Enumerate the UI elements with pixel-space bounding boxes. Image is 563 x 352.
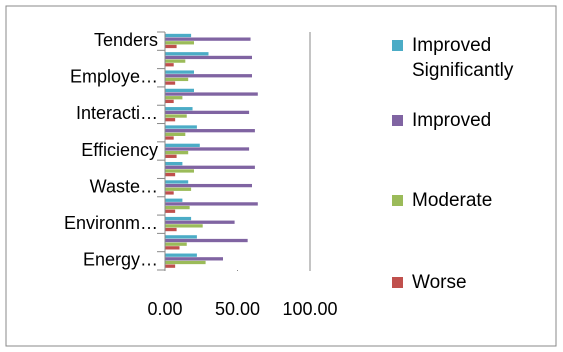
bar xyxy=(165,216,192,221)
bar xyxy=(165,99,174,104)
bar xyxy=(165,264,176,268)
bar xyxy=(165,235,197,239)
y-tick-label: Energy… xyxy=(83,250,158,270)
bar xyxy=(165,41,194,45)
bar xyxy=(165,209,176,213)
x-tick-label: 100.00 xyxy=(282,299,337,319)
bar xyxy=(165,183,252,188)
y-tick-label: Waste… xyxy=(90,176,158,196)
bar xyxy=(165,147,250,151)
bar xyxy=(165,70,194,74)
bar xyxy=(165,88,194,93)
bar xyxy=(165,33,192,38)
bar xyxy=(165,52,209,56)
bar xyxy=(165,74,252,78)
bar xyxy=(165,129,255,133)
legend-swatch xyxy=(392,277,403,288)
legend-swatch xyxy=(392,40,403,51)
bar xyxy=(165,165,255,169)
legend-swatch xyxy=(392,195,403,206)
y-tick-label: Efficiency xyxy=(81,140,158,160)
y-tick-label: Interacti… xyxy=(76,103,158,123)
bar xyxy=(165,143,200,147)
bar xyxy=(165,191,174,195)
bar xyxy=(165,114,187,118)
bar xyxy=(165,92,258,96)
bar xyxy=(165,172,176,177)
y-tick-label: Employe… xyxy=(70,67,158,87)
bar xyxy=(165,260,206,265)
bar xyxy=(165,253,197,257)
legend-label: Worse xyxy=(412,272,467,293)
bar xyxy=(165,118,176,122)
bar xyxy=(165,242,187,246)
bar xyxy=(165,154,177,158)
bar xyxy=(165,110,250,115)
legend-label: Improved xyxy=(412,110,492,131)
bar xyxy=(165,169,194,173)
bar xyxy=(165,227,177,232)
bar xyxy=(165,202,258,206)
bar xyxy=(165,77,189,82)
bar xyxy=(165,44,177,49)
legend-swatch xyxy=(392,115,403,126)
y-tick-label: Environm… xyxy=(64,213,158,233)
bar xyxy=(165,125,197,129)
bar xyxy=(165,238,248,243)
bar xyxy=(165,220,235,224)
bar xyxy=(165,224,203,228)
bar xyxy=(165,246,180,250)
bar xyxy=(165,81,176,85)
x-tick-label: 0.00 xyxy=(147,299,182,319)
bar xyxy=(165,96,183,100)
x-tick-label: 50.00 xyxy=(215,299,260,319)
bar xyxy=(165,55,252,60)
bar xyxy=(165,187,192,191)
y-tick-label: Tenders xyxy=(94,30,158,50)
legend-label: Improved Significantly xyxy=(412,35,514,81)
bar xyxy=(165,257,223,261)
bar xyxy=(165,132,186,136)
bar xyxy=(165,161,183,166)
bar xyxy=(165,180,189,184)
bar xyxy=(165,205,190,210)
bar xyxy=(165,151,189,155)
bar xyxy=(165,107,193,111)
bar xyxy=(165,63,174,67)
legend-label: Moderate xyxy=(412,190,493,211)
bar xyxy=(165,37,251,41)
bar xyxy=(165,198,183,202)
chart-border xyxy=(5,5,557,347)
bar xyxy=(165,59,186,63)
bar xyxy=(165,136,174,140)
